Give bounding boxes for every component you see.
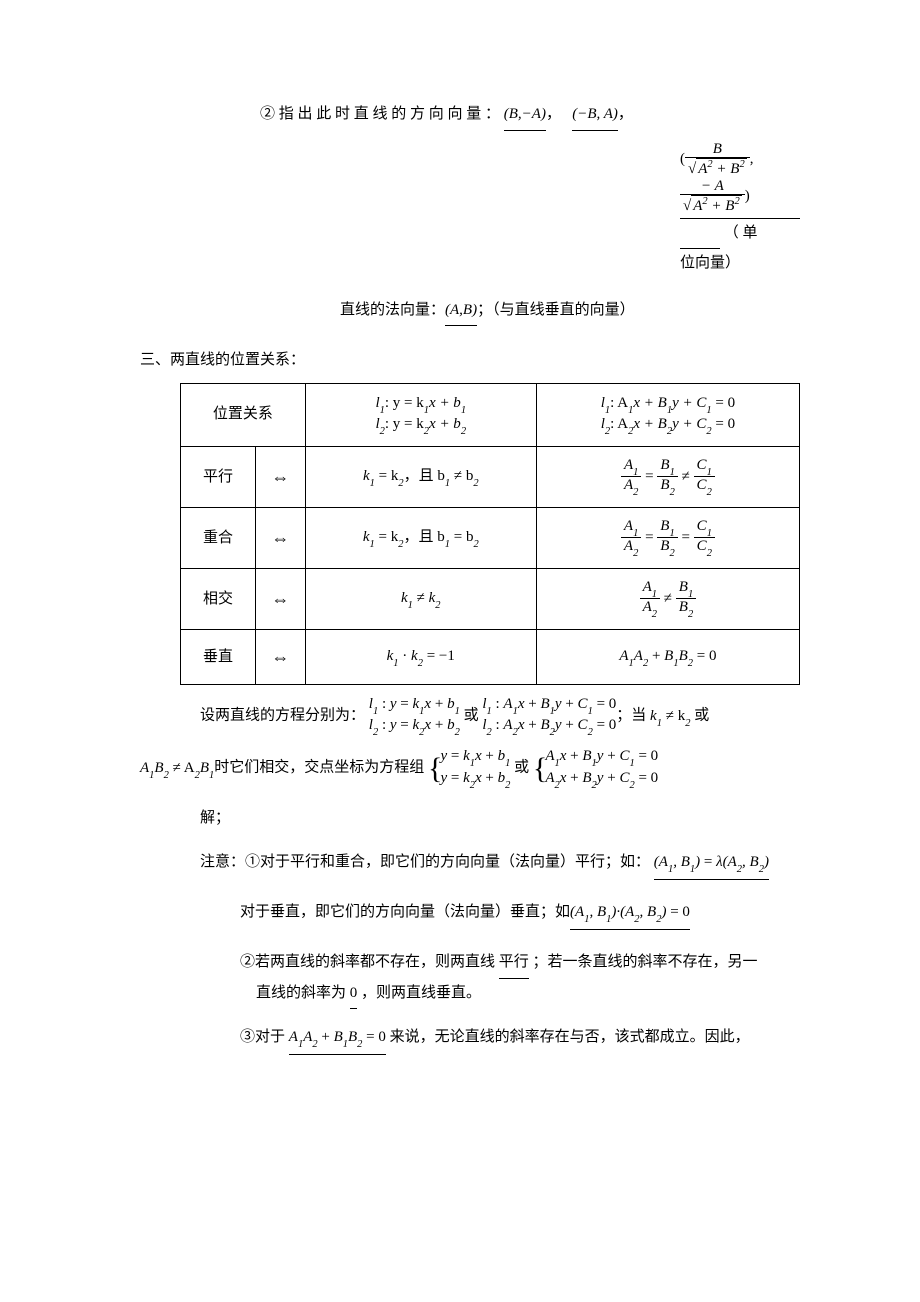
header-rel: 位置关系: [181, 383, 306, 446]
frac-unit-2: − A A2 + B2: [680, 178, 745, 215]
table-row: 重合 ⇔ k1 = k2，且 b1 = b2 A1A2 = B1B2 = C1C…: [181, 507, 800, 568]
note-head: 注意：: [200, 854, 245, 870]
general-cond: A1A2 ≠ B1B2: [536, 568, 799, 629]
note-line1b: 对于垂直，即它们的方向向量（法向量）垂直；如(A1, B1)·(A2, B2) …: [240, 898, 800, 930]
section-3-title: 三、两直线的位置关系：: [140, 346, 800, 375]
note-line1: 注意：①对于平行和重合，即它们的方向向量（法向量）平行；如： (A1, B1) …: [200, 848, 800, 880]
unit-vector-expr: ( B A2 + B2 , − A A2 + B2 ): [680, 141, 800, 219]
unit-vector-block: ( B A2 + B2 , − A A2 + B2 ) （ 单 位向量）: [680, 141, 800, 278]
direction-vector-line: ② 指 出 此 时 直 线 的 方 向 向 量 ： (B,−A)， (−B, A…: [260, 100, 800, 131]
iff-arrow: ⇔: [255, 568, 305, 629]
unit-vector-tail: （ 单: [680, 219, 800, 250]
dv-prefix: ② 指 出 此 时 直 线 的 方 向 向 量 ：: [260, 106, 500, 122]
iff-arrow: ⇔: [255, 507, 305, 568]
normal-vector-expr: (A,B): [445, 296, 477, 327]
vector-BmA: (B,−A): [504, 100, 546, 131]
after-table-line2: A1B2 ≠ A2B1时它们相交，交点坐标为方程组 { y = k1x + b1…: [140, 747, 800, 789]
document-page: ② 指 出 此 时 直 线 的 方 向 向 量 ： (B,−A)， (−B, A…: [0, 0, 920, 1115]
unit-vector-tail2: 位向量）: [680, 249, 800, 278]
iff-arrow: ⇔: [255, 446, 305, 507]
general-cond: A1A2 = B1B2 ≠ C1C2: [536, 446, 799, 507]
vector-mBA: (−B, A): [572, 100, 618, 131]
table-row: 平行 ⇔ k1 = k2，且 b1 ≠ b2 A1A2 = B1B2 ≠ C1C…: [181, 446, 800, 507]
note-line3: ③对于 A1A2 + B1B2 = 0 来说，无论直线的斜率存在与否，该式都成立…: [240, 1023, 800, 1055]
note1b-expr: (A1, B1)·(A2, B2) = 0: [570, 898, 690, 930]
rel-name: 垂直: [181, 630, 256, 685]
general-cond: A1A2 = B1B2 = C1C2: [536, 507, 799, 568]
sep: ，: [618, 106, 633, 122]
slope-cond: k1 = k2，且 b1 = b2: [305, 507, 536, 568]
slope-cond: k1 · k2 = −1: [305, 630, 536, 685]
iff-arrow: ⇔: [255, 630, 305, 685]
normal-vector-line: 直线的法向量：(A,B)；（与直线垂直的向量）: [340, 296, 800, 327]
rel-name: 平行: [181, 446, 256, 507]
slope-cond: k1 = k2，且 b1 ≠ b2: [305, 446, 536, 507]
general-cond: A1A2 + B1B2 = 0: [536, 630, 799, 685]
table-row: 相交 ⇔ k1 ≠ k2 A1A2 ≠ B1B2: [181, 568, 800, 629]
rel-name: 相交: [181, 568, 256, 629]
frac-unit-1: B A2 + B2: [685, 141, 750, 178]
note2-parallel: 平行: [499, 948, 529, 979]
note3-expr: A1A2 + B1B2 = 0: [289, 1023, 386, 1055]
table-header-row: 位置关系 l1: y = k1x + b1 l2: y = k2x + b2 l…: [181, 383, 800, 446]
after-table-line1: 设两直线的方程分别为： l1 : y = k1x + b1 l2 : y = k…: [200, 695, 800, 737]
note-line2: ②若两直线的斜率都不存在，则两直线 平行 ；若一条直线的斜率不存在，另一 直线的…: [240, 948, 800, 1009]
table-row: 垂直 ⇔ k1 · k2 = −1 A1A2 + B1B2 = 0: [181, 630, 800, 685]
solution-word: 解；: [200, 804, 800, 833]
sep: ，: [546, 106, 561, 122]
note1-expr: (A1, B1) = λ(A2, B2): [654, 848, 769, 880]
slope-cond: k1 ≠ k2: [305, 568, 536, 629]
header-slope-form: l1: y = k1x + b1 l2: y = k2x + b2: [305, 383, 536, 446]
header-general-form: l1: A1x + B1y + C1 = 0 l2: A2x + B2y + C…: [536, 383, 799, 446]
relations-table: 位置关系 l1: y = k1x + b1 l2: y = k2x + b2 l…: [180, 383, 800, 686]
rel-name: 重合: [181, 507, 256, 568]
